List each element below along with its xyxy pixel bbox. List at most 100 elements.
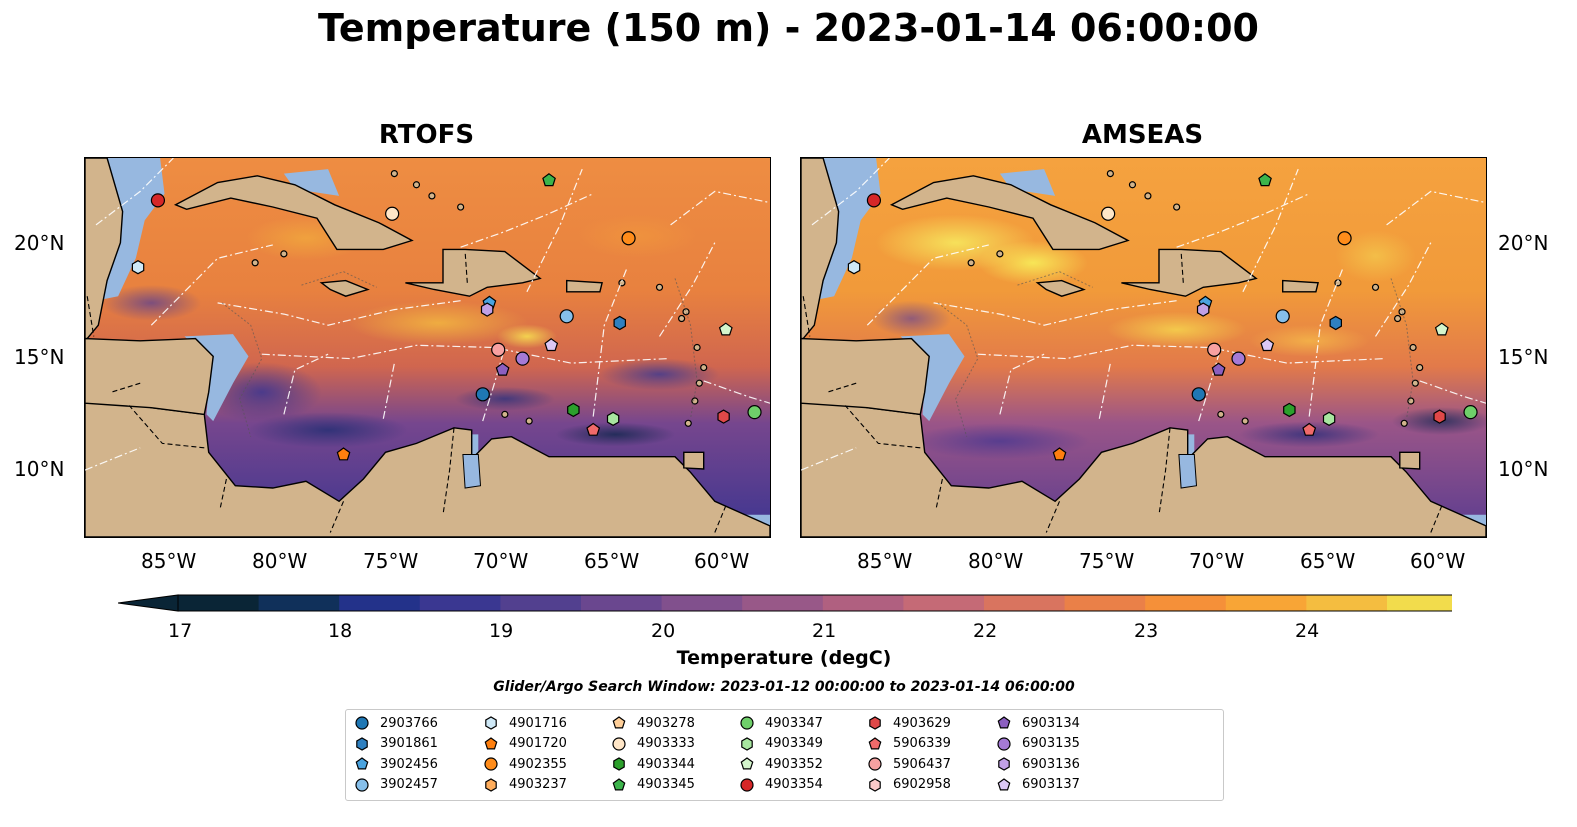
lat-tick-right-15: 15°N — [1498, 345, 1549, 369]
legend-item-3902456: 3902456 — [354, 756, 438, 772]
national-borders — [802, 251, 1443, 533]
legend-marker-4903349 — [741, 736, 753, 751]
legend-marker-6903136 — [998, 757, 1010, 771]
legend-marker-5906437 — [868, 757, 882, 771]
float-3902457-marker — [1275, 309, 1290, 324]
legend-item-6903136: 6903136 — [996, 756, 1080, 772]
float-5906437-marker — [1207, 342, 1222, 357]
circle-marker-icon — [740, 777, 754, 792]
float-5906437-marker — [491, 342, 506, 357]
float-markers — [847, 173, 1478, 461]
legend-label: 5906339 — [893, 736, 951, 751]
figure-title: Temperature (150 m) - 2023-01-14 06:00:0… — [317, 6, 1259, 50]
legend-label: 4902355 — [509, 756, 567, 772]
legend-item-4903333: 4903333 — [611, 736, 695, 752]
land-puertoRico — [566, 279, 603, 293]
pentagon-marker-icon — [997, 777, 1011, 790]
float-4903349-marker — [1322, 411, 1336, 426]
circle-marker-icon — [740, 716, 754, 730]
colorbar-tick-24: 24 — [1295, 620, 1320, 642]
legend-item-4902355: 4902355 — [483, 756, 567, 772]
legend-item-3902457: 3902457 — [354, 777, 438, 793]
float-6903136-marker — [1196, 302, 1210, 317]
legend-item-4903629: 4903629 — [867, 715, 951, 731]
colorbar-tick-17: 17 — [168, 620, 193, 642]
float-3901861-marker — [613, 315, 627, 331]
legend-marker-4903629 — [869, 716, 881, 730]
legend-item-4901716: 4901716 — [483, 715, 567, 731]
land-cuba — [173, 175, 414, 251]
colorbar-segment — [500, 595, 582, 611]
colorbar-segment — [581, 595, 663, 611]
eez-boundaries — [85, 158, 770, 471]
legend-item-4903347: 4903347 — [739, 715, 823, 731]
colorbar-segment — [984, 595, 1066, 611]
legend-label: 4903333 — [637, 736, 695, 751]
float-6903134-marker — [1211, 362, 1226, 376]
lon-tick-left-65: 65°W — [584, 549, 640, 573]
hexagon-marker-icon — [356, 736, 368, 751]
colorbar-segment — [1387, 595, 1452, 611]
legend-label: 3902457 — [380, 777, 438, 792]
lat-tick-left-10: 10°N — [14, 457, 65, 481]
circle-marker-icon — [484, 757, 498, 771]
legend-item-6903137: 6903137 — [996, 777, 1080, 793]
colorbar-tick-21: 21 — [812, 620, 837, 642]
land-hondurasTop — [801, 337, 930, 416]
legend-marker-4903278 — [612, 716, 626, 729]
land-masses — [801, 158, 1486, 537]
hexagon-marker-icon — [613, 757, 625, 771]
float-4903629-marker — [717, 409, 730, 424]
legend-label: 4903349 — [765, 736, 823, 751]
float-4903354-marker — [866, 193, 882, 208]
legend-label: 4903352 — [765, 756, 823, 772]
legend-label: 4901720 — [509, 736, 567, 751]
float-6903137-marker — [1260, 338, 1275, 352]
hexagon-marker-icon — [741, 736, 753, 751]
float-4902355-marker — [1337, 231, 1352, 246]
float-legend: 2903766 3901861 3902456 3902457 4901716 49017… — [345, 709, 1224, 801]
colorbar-segment — [661, 595, 743, 611]
lon-tick-left-80: 80°W — [252, 549, 308, 573]
legend-item-4903237: 4903237 — [483, 777, 567, 793]
land-hispaniola — [1121, 248, 1258, 297]
float-6903137-marker — [544, 338, 559, 352]
float-5906339-marker — [586, 422, 601, 436]
lat-tick-right-20: 20°N — [1498, 231, 1549, 255]
legend-marker-4903333 — [612, 736, 626, 751]
legend-item-6903134: 6903134 — [996, 715, 1080, 731]
rtofs-map[interactable] — [84, 157, 771, 538]
float-6903135-marker — [515, 351, 530, 366]
float-4903344-marker — [567, 402, 580, 418]
legend-label: 3902456 — [380, 756, 438, 772]
legend-label: 4903345 — [637, 777, 695, 792]
colorbar-segment — [339, 595, 421, 611]
circle-marker-icon — [612, 736, 626, 751]
legend-marker-4903237 — [485, 777, 497, 792]
float-4903345-marker — [542, 173, 556, 187]
lon-tick-right-65: 65°W — [1300, 549, 1356, 573]
lon-tick-right-75: 75°W — [1079, 549, 1135, 573]
lon-tick-left-75: 75°W — [363, 549, 419, 573]
legend-marker-6903134 — [997, 716, 1011, 729]
legend-item-3901861: 3901861 — [354, 736, 438, 752]
legend-item-6902958: 6902958 — [867, 777, 951, 793]
pentagon-marker-icon — [868, 736, 882, 749]
colorbar-label: Temperature (degC) — [676, 647, 892, 669]
amseas-map[interactable] — [800, 157, 1487, 538]
lon-tick-right-70: 70°W — [1189, 549, 1245, 573]
pentagon-marker-icon — [484, 736, 498, 749]
float-4901716-marker — [131, 260, 145, 275]
land-trinidad — [683, 451, 705, 470]
float-markers — [131, 173, 762, 461]
legend-marker-6903137 — [997, 777, 1011, 790]
legend-label: 4903347 — [765, 715, 823, 731]
colorbar-segment — [1064, 595, 1146, 611]
legend-label: 4903237 — [509, 777, 567, 792]
float-3902457-marker — [559, 309, 574, 324]
legend-label: 4903278 — [637, 715, 695, 731]
colorbar-segment — [1145, 595, 1227, 611]
legend-marker-4903344 — [613, 757, 625, 771]
legend-label: 2903766 — [380, 715, 438, 731]
hexagon-marker-icon — [869, 777, 881, 792]
